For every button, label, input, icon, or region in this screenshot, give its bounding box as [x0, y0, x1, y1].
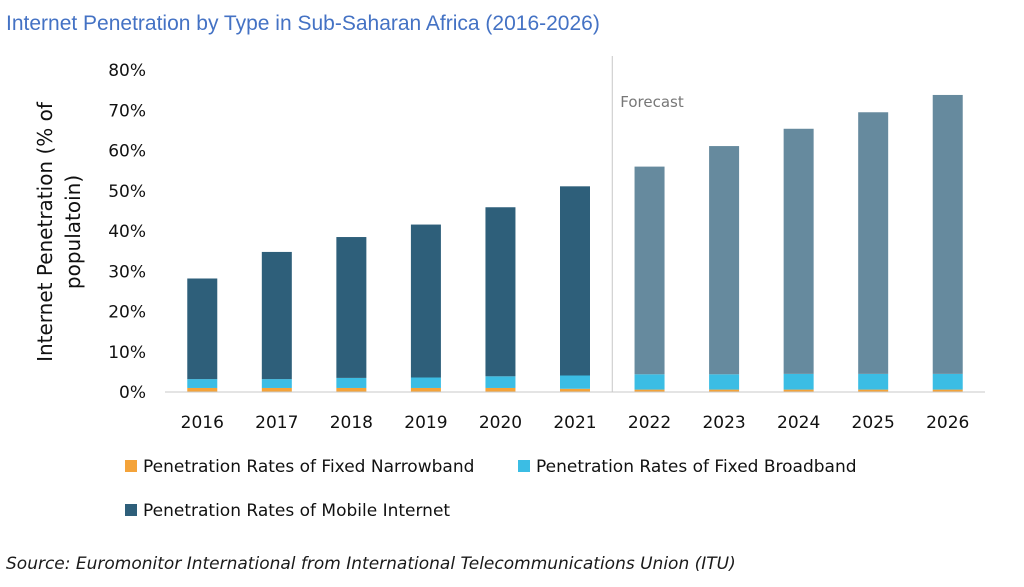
y-tick-label: 80% — [108, 61, 146, 81]
bar-segment — [261, 251, 292, 380]
x-axis-ticks: 2016 2017 2018 2019 2020 2021 2022 2023 2024 2025… — [181, 413, 970, 433]
y-axis-label-line: Internet Penetration (% of — [33, 101, 57, 362]
x-tick-label: 2025 — [852, 413, 895, 433]
y-axis-label-line: populatoin) — [61, 175, 85, 289]
y-tick-label: 10% — [108, 343, 146, 363]
bar-segment — [560, 375, 590, 389]
bar-segment — [858, 389, 889, 392]
bar-segment — [187, 387, 218, 392]
source-note: Source: Euromonitor International from I… — [6, 554, 736, 574]
chart-title: Internet Penetration by Type in Sub-Saha… — [6, 12, 600, 35]
bar-segment — [261, 379, 292, 388]
bar-segment — [709, 146, 740, 375]
bar-segment — [187, 379, 218, 388]
legend-swatch — [125, 460, 137, 472]
bars — [187, 94, 963, 392]
bar-segment — [709, 389, 740, 392]
bar-segment — [858, 373, 889, 390]
bar-segment — [560, 186, 590, 376]
bar-segment — [336, 377, 367, 388]
x-tick-label: 2022 — [628, 413, 671, 433]
bar-segment — [410, 377, 441, 388]
x-tick-label: 2026 — [926, 413, 969, 433]
bar-segment — [634, 374, 665, 390]
x-tick-label: 2023 — [702, 413, 745, 433]
legend-label: Penetration Rates of Mobile Internet — [143, 501, 450, 521]
legend-label: Penetration Rates of Fixed Narrowband — [143, 457, 474, 477]
y-axis-ticks: 0% 10% 20% 30% 40% 50% 60% 70% 80% — [108, 61, 146, 403]
bar-segment — [634, 166, 665, 375]
bar-segment — [485, 387, 516, 392]
bar-segment — [261, 387, 292, 392]
legend: Penetration Rates of Fixed Narrowband Pen… — [125, 457, 857, 521]
y-tick-label: 20% — [108, 303, 146, 323]
x-tick-label: 2024 — [777, 413, 820, 433]
x-tick-label: 2016 — [181, 413, 224, 433]
y-tick-label: 30% — [108, 262, 146, 282]
bar-segment — [560, 388, 590, 392]
x-tick-label: 2020 — [479, 413, 522, 433]
legend-swatch — [125, 504, 137, 516]
y-tick-label: 60% — [108, 142, 146, 162]
bar-segment — [783, 373, 814, 390]
bar-segment — [336, 237, 367, 378]
x-tick-label: 2021 — [553, 413, 596, 433]
x-tick-label: 2018 — [330, 413, 373, 433]
y-axis-label: Internet Penetration (% of populatoin) — [33, 101, 85, 362]
y-tick-label: 40% — [108, 222, 146, 242]
x-tick-label: 2019 — [404, 413, 447, 433]
bar-segment — [410, 387, 441, 392]
bar-segment — [709, 374, 740, 390]
bar-segment — [858, 112, 889, 374]
bar-segment — [410, 224, 441, 378]
legend-label: Penetration Rates of Fixed Broadband — [536, 457, 857, 477]
y-tick-label: 0% — [119, 383, 146, 403]
legend-swatch — [518, 460, 530, 472]
stacked-bar-chart: Internet Penetration (% of populatoin) 0%… — [33, 56, 985, 521]
bar-segment — [485, 376, 516, 388]
bar-segment — [932, 389, 963, 392]
x-tick-label: 2017 — [255, 413, 298, 433]
y-tick-label: 50% — [108, 182, 146, 202]
bar-segment — [485, 207, 516, 377]
bar-segment — [634, 389, 665, 392]
y-tick-label: 70% — [108, 101, 146, 121]
bar-segment — [932, 373, 963, 390]
bar-segment — [932, 94, 963, 374]
bar-segment — [783, 128, 814, 374]
bar-segment — [336, 387, 367, 392]
bar-segment — [187, 278, 218, 380]
bar-segment — [783, 389, 814, 392]
forecast-label: Forecast — [620, 93, 684, 111]
